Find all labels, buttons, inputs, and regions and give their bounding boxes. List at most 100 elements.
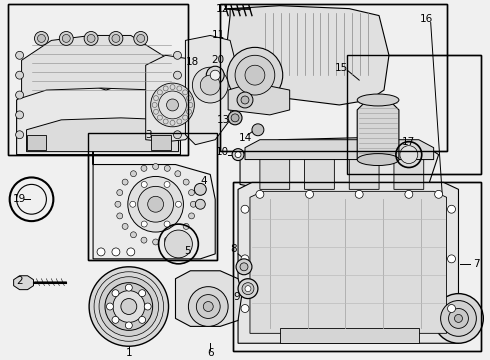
Polygon shape [357, 100, 399, 159]
Circle shape [227, 48, 283, 103]
Circle shape [112, 35, 120, 42]
Polygon shape [22, 35, 175, 98]
Circle shape [447, 305, 456, 312]
Circle shape [232, 149, 244, 161]
Circle shape [164, 237, 170, 243]
Circle shape [144, 303, 151, 310]
Circle shape [150, 83, 195, 127]
Circle shape [236, 259, 252, 275]
Circle shape [231, 114, 239, 122]
Circle shape [112, 248, 120, 256]
Circle shape [153, 239, 159, 245]
Circle shape [434, 294, 483, 343]
Circle shape [173, 51, 181, 59]
Circle shape [355, 190, 363, 198]
Text: 1: 1 [125, 348, 132, 358]
Circle shape [306, 190, 314, 198]
Ellipse shape [357, 154, 399, 166]
Circle shape [203, 302, 213, 311]
Polygon shape [228, 85, 290, 115]
Circle shape [37, 35, 46, 42]
Circle shape [241, 205, 249, 213]
Circle shape [175, 201, 181, 207]
Circle shape [97, 248, 105, 256]
Text: 3: 3 [146, 130, 152, 140]
Bar [220, 4, 446, 150]
Circle shape [175, 232, 181, 238]
Polygon shape [394, 148, 424, 189]
Polygon shape [14, 276, 33, 290]
Circle shape [89, 267, 169, 346]
Circle shape [245, 286, 251, 292]
Circle shape [127, 248, 135, 256]
Circle shape [245, 65, 265, 85]
Circle shape [183, 179, 189, 185]
Circle shape [183, 224, 189, 229]
Circle shape [405, 190, 413, 198]
Circle shape [195, 183, 206, 195]
Circle shape [117, 190, 122, 195]
Circle shape [130, 232, 136, 238]
Circle shape [447, 255, 456, 263]
Polygon shape [250, 192, 446, 333]
Ellipse shape [357, 94, 399, 106]
Text: 16: 16 [420, 14, 433, 23]
Circle shape [167, 99, 178, 111]
Circle shape [189, 190, 195, 195]
Bar [233, 183, 481, 351]
Circle shape [206, 66, 224, 84]
Circle shape [134, 31, 147, 45]
Circle shape [122, 224, 128, 229]
Polygon shape [238, 183, 459, 343]
Polygon shape [305, 148, 334, 189]
Circle shape [228, 111, 242, 125]
Circle shape [106, 303, 113, 310]
Circle shape [175, 171, 181, 177]
Polygon shape [349, 148, 379, 189]
Circle shape [130, 201, 136, 207]
Circle shape [137, 35, 145, 42]
Circle shape [200, 75, 220, 95]
Bar [233, 183, 481, 351]
Circle shape [141, 221, 147, 227]
Bar [220, 4, 446, 150]
Circle shape [455, 315, 463, 323]
Circle shape [196, 199, 205, 209]
Text: 13: 13 [217, 115, 230, 125]
Circle shape [112, 316, 119, 323]
Circle shape [16, 131, 24, 139]
Polygon shape [93, 145, 215, 259]
Text: 2: 2 [16, 276, 23, 286]
Circle shape [235, 152, 241, 158]
Circle shape [141, 181, 147, 188]
Polygon shape [260, 148, 290, 189]
Text: 20: 20 [212, 55, 225, 65]
Bar [347, 55, 481, 175]
Circle shape [173, 71, 181, 79]
Bar [8, 4, 188, 154]
Circle shape [99, 277, 159, 336]
Circle shape [164, 181, 170, 188]
Circle shape [87, 35, 95, 42]
Circle shape [191, 201, 196, 207]
Polygon shape [245, 140, 434, 159]
Circle shape [173, 91, 181, 99]
Text: 5: 5 [184, 246, 191, 256]
Circle shape [240, 263, 248, 271]
Polygon shape [146, 55, 196, 142]
Circle shape [141, 165, 147, 171]
Circle shape [141, 237, 147, 243]
Bar [88, 133, 217, 260]
Circle shape [62, 35, 70, 42]
Text: 12: 12 [216, 4, 229, 14]
Circle shape [16, 71, 24, 79]
Text: 10: 10 [216, 147, 229, 157]
Polygon shape [225, 6, 389, 105]
Circle shape [448, 309, 468, 328]
Circle shape [121, 298, 137, 315]
Text: 7: 7 [473, 259, 480, 269]
Circle shape [441, 301, 476, 336]
Text: 15: 15 [335, 63, 348, 73]
Circle shape [164, 165, 170, 171]
Polygon shape [17, 85, 180, 154]
